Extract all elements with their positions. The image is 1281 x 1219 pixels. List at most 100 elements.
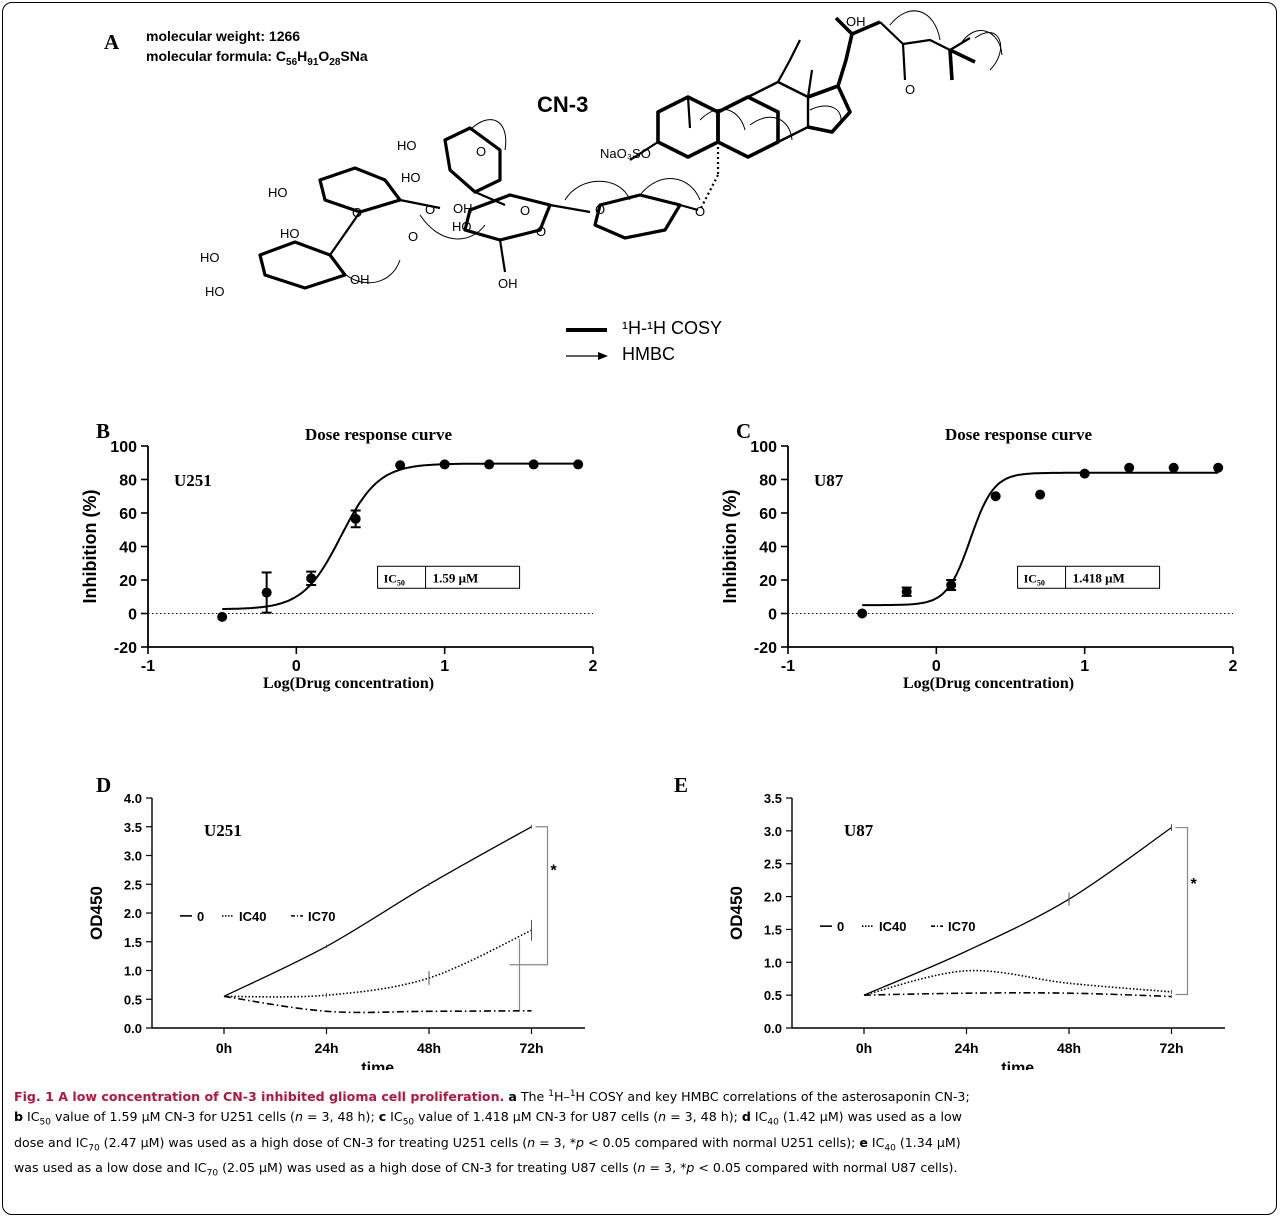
panel-letter: C [736, 419, 751, 443]
atom-ho: HO [205, 284, 225, 299]
atom-oh: OH [453, 201, 473, 216]
y-tick-label: 0 [768, 607, 777, 624]
x-axis-label: Log(Drug concentration) [903, 675, 1074, 692]
data-point [217, 611, 228, 622]
ic50-value: 1.418 μM [1073, 570, 1125, 585]
y-tick-label: 2.5 [764, 857, 782, 872]
y-tick-label: 0 [128, 607, 137, 624]
atom-o: O [536, 224, 546, 239]
data-point [901, 586, 912, 597]
y-tick-label: 1.5 [764, 922, 782, 937]
y-tick-label: 3.0 [764, 824, 782, 839]
series-line [863, 992, 1172, 998]
series-line [863, 827, 1172, 996]
y-tick-label: -20 [754, 640, 777, 657]
caption-text: = 3, 48 h); [302, 1109, 379, 1125]
atom-o: O [425, 202, 435, 217]
y-tick-label: 2.0 [124, 906, 142, 921]
caption-text: = 3, 48 h); [666, 1109, 742, 1125]
cell-line-label: U87 [814, 471, 844, 490]
caption-text: (2.05 μM) was used as a high dose of CN-… [218, 1160, 638, 1176]
legend-label: IC70 [308, 909, 335, 924]
caption-text: 70 [88, 1143, 100, 1154]
atom-oh: OH [846, 14, 866, 29]
y-tick-label: 100 [750, 439, 777, 456]
caption-text: dose and IC [14, 1134, 89, 1150]
x-axis-label: time [361, 1060, 394, 1070]
y-tick-label: 60 [119, 506, 137, 523]
caption-text: 70 [206, 1168, 219, 1179]
y-axis-label: OD450 [87, 886, 106, 940]
caption-text: e [859, 1134, 868, 1150]
panel-letter-a: A [104, 30, 120, 54]
y-tick-label: 2.0 [764, 890, 782, 905]
data-point [946, 580, 957, 591]
data-point [1035, 489, 1046, 500]
x-tick-label: 1 [1080, 658, 1089, 675]
atom-o: O [520, 203, 530, 218]
legend-label: IC40 [879, 919, 906, 934]
data-point [484, 459, 495, 470]
x-tick-label: 0 [292, 658, 301, 675]
caption-text: d [741, 1109, 751, 1125]
y-tick-label: -20 [114, 640, 137, 657]
caption-text: was used as a low dose and IC [14, 1160, 207, 1176]
y-tick-label: 80 [119, 473, 137, 490]
atom-o: O [905, 82, 915, 97]
x-axis-label: time [1001, 1060, 1034, 1070]
molecule-structure: HO HO HO HO HO HO HO OH OH OH OH O O O O… [200, 10, 1003, 299]
dose-response-chart-u251: B Dose response curve -20 0 20 40 60 80 100 -1 0 1 2… [80, 419, 598, 692]
ic50-label: IC50 [1024, 571, 1045, 587]
caption-line-1: Fig. 1 A low concentration of CN-3 inhib… [14, 1084, 1266, 1107]
atom-ho: HO [401, 170, 421, 185]
data-point [1079, 468, 1090, 479]
dose-response-chart-u87: C Dose response curve -20 0 20 40 60 80 100 -1 0 1 2… [720, 419, 1238, 692]
caption-title: Fig. 1 A low concentration of CN-3 inhib… [14, 1089, 505, 1105]
y-axis-label: OD450 [727, 886, 746, 940]
atom-o: O [352, 205, 362, 220]
atom-ho: HO [452, 219, 472, 234]
x-tick-label: 72h [519, 1040, 543, 1056]
y-tick-label: 40 [759, 540, 777, 557]
atom-o: O [595, 202, 605, 217]
fit-curve [862, 471, 1219, 607]
y-tick-label: 20 [119, 573, 137, 590]
caption-text: IC [867, 1134, 885, 1150]
x-tick-label: 0 [932, 658, 941, 675]
caption-text: (1.34 μM) [895, 1134, 961, 1150]
y-tick-label: 0.5 [764, 988, 782, 1003]
caption-text: < 0.05 compared with normal U251 cells); [584, 1134, 860, 1150]
caption-text: n [527, 1134, 536, 1150]
panel-letter: E [674, 773, 688, 797]
caption-text: 40 [884, 1143, 896, 1154]
atom-ho: HO [268, 185, 288, 200]
y-tick-label: 2.5 [124, 877, 142, 892]
x-tick-label: -1 [141, 658, 155, 675]
caption-text: c [378, 1109, 387, 1125]
proliferation-chart-u251: D 0.0 0.5 1.0 1.5 2.0 2.5 3.0 3.5 4.0 0h 24h 48h 72h t… [87, 773, 585, 1070]
atom-ho: HO [200, 250, 220, 265]
caption-text: 1 [569, 1089, 576, 1099]
y-tick-label: 1.0 [764, 955, 782, 970]
x-tick-label: -1 [781, 658, 795, 675]
data-point [573, 459, 584, 470]
caption-text: p [686, 1160, 695, 1176]
legend-label: IC40 [239, 909, 266, 924]
x-tick-label: 2 [589, 658, 598, 675]
caption-text: 40 [767, 1117, 779, 1128]
chart-title: Dose response curve [945, 425, 1092, 444]
figure-caption: Fig. 1 A low concentration of CN-3 inhib… [14, 1084, 1266, 1184]
data-point [1213, 462, 1224, 473]
atom-oh: OH [350, 272, 370, 287]
molecular-weight: molecular weight: 1266 [146, 28, 301, 44]
y-tick-label: 3.0 [124, 849, 142, 864]
ic50-box [377, 565, 521, 589]
caption-text: b [14, 1109, 24, 1125]
data-point [395, 460, 406, 471]
series-line [223, 826, 532, 997]
caption-text: a [508, 1089, 517, 1105]
cell-line-label: U251 [174, 471, 212, 490]
compound-label: CN-3 [537, 92, 589, 117]
series-line [223, 995, 532, 1014]
